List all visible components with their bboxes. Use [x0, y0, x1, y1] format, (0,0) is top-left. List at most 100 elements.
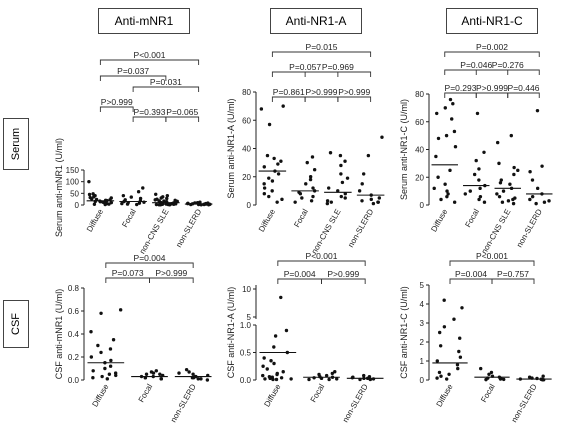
comparison-bracket	[475, 92, 509, 98]
data-point-diffuse	[267, 176, 271, 180]
data-point-focal	[136, 190, 141, 194]
data-point-diffuse	[272, 361, 276, 366]
data-point-focal	[474, 158, 478, 163]
y-tick-label: 0.6	[68, 307, 80, 316]
data-point-diffuse	[272, 156, 276, 161]
data-point-diffuse	[444, 377, 449, 381]
data-point-diffuse	[455, 363, 460, 367]
data-point-diffuse	[446, 192, 450, 196]
data-point-non-slerd	[366, 153, 371, 158]
data-point-non-cns-sle	[343, 159, 347, 163]
data-point-diffuse	[105, 377, 110, 381]
comparison-bracket	[105, 262, 194, 268]
data-point-non-cns-sle	[497, 161, 501, 166]
data-point-focal	[151, 371, 156, 375]
data-point-focal	[478, 186, 482, 191]
data-point-diffuse	[89, 330, 93, 334]
data-point-diffuse	[275, 372, 279, 377]
comparison-bracket	[507, 92, 540, 98]
data-point-non-slerd	[369, 197, 373, 202]
x-category-label-focal: Focal	[309, 382, 327, 404]
data-point-focal	[308, 177, 313, 182]
y-axis-label: CSF anti-NR1-A (U/ml)	[226, 287, 236, 379]
data-point-focal	[134, 202, 139, 207]
data-point-non-cns-sle	[498, 181, 503, 185]
data-point-diffuse	[451, 102, 455, 106]
data-point-diffuse	[268, 376, 272, 381]
data-point-non-slerd	[362, 373, 366, 378]
comparison-bracket	[105, 277, 150, 283]
data-point-focal	[120, 201, 124, 206]
data-point-diffuse	[273, 334, 278, 338]
header-anti-nr1-c: Anti-NR1-C	[446, 8, 538, 34]
data-point-non-slerd	[196, 377, 200, 381]
p-value-label: P>0.999	[338, 87, 370, 97]
chart-csf-anti-mnr1: 0.0 0.2 0.4 0.6 0.8 CSF anti-mNR1 (U/ml) Diffu…	[54, 253, 212, 423]
data-point-focal	[475, 111, 480, 116]
data-point-diffuse	[436, 136, 441, 141]
data-point-diffuse	[262, 356, 266, 360]
data-point-focal	[129, 195, 133, 199]
x-category-label-diffuse: Diffuse	[435, 382, 455, 408]
y-tick-label: 40	[242, 145, 251, 154]
data-point-non-slerd	[360, 182, 364, 186]
data-point-diffuse	[442, 325, 447, 329]
x-category-label-focal: Focal	[292, 207, 310, 229]
data-point-focal	[309, 199, 314, 203]
p-value-label: P=0.004	[284, 269, 316, 279]
data-point-diffuse	[443, 106, 447, 110]
y-tick-label: 0	[247, 201, 252, 210]
x-category-label-non-slerd: non-SLERD	[515, 207, 544, 249]
data-point-non-slerd	[547, 199, 551, 203]
data-point-diffuse	[87, 192, 92, 197]
y-tick-label: 0	[420, 376, 425, 385]
data-point-diffuse	[261, 373, 265, 378]
data-point-non-cns-sle	[154, 202, 159, 207]
data-point-diffuse	[450, 117, 454, 121]
y-axis-label: Serum anti-NR1-A (U/ml)	[226, 98, 236, 198]
x-category-label-focal: Focal	[463, 207, 481, 229]
data-point-diffuse	[91, 369, 95, 373]
data-point-non-slerd	[542, 200, 547, 204]
p-value-label: P=0.446	[508, 83, 540, 93]
data-point-focal	[479, 366, 483, 371]
data-point-focal	[463, 192, 467, 196]
data-point-non-slerd	[177, 371, 181, 375]
data-point-focal	[477, 178, 481, 182]
data-point-focal	[478, 194, 483, 199]
data-point-non-slerd	[535, 186, 540, 191]
data-point-focal	[159, 377, 163, 381]
comparison-bracket	[321, 278, 366, 284]
data-point-non-slerd	[534, 201, 538, 206]
y-tick-label: 80	[242, 88, 251, 97]
data-point-focal	[502, 377, 506, 382]
data-point-diffuse	[262, 186, 267, 190]
data-point-focal	[121, 193, 126, 198]
comparison-bracket	[271, 51, 372, 57]
x-category-label-diffuse: Diffuse	[257, 207, 277, 233]
x-category-label-non-slerd: non-SLERD	[341, 382, 370, 423]
data-point-focal	[141, 186, 145, 190]
data-point-focal	[125, 202, 130, 206]
data-point-diffuse	[89, 355, 94, 359]
y-tick-label: 2	[420, 338, 425, 347]
data-point-non-cns-sle	[495, 140, 500, 145]
p-value-label: P=0.276	[492, 60, 524, 70]
data-point-diffuse	[267, 122, 272, 127]
data-point-non-cns-sle	[501, 189, 506, 193]
data-point-focal	[472, 172, 477, 177]
y-tick-label: 0	[75, 201, 80, 210]
data-point-diffuse	[452, 200, 457, 204]
data-point-focal	[144, 372, 149, 376]
y-axis-label: CSF anti-mNR1 (U/ml)	[54, 289, 64, 380]
data-point-diffuse	[261, 364, 265, 368]
data-point-focal	[324, 373, 329, 378]
chart-serum-anti-nr1-a: 0 20 40 60 80 Serum anti-NR1-A (U/ml) Diffuse F…	[226, 42, 385, 256]
data-point-diffuse	[265, 153, 270, 158]
data-point-diffuse	[108, 347, 113, 351]
data-point-non-slerd	[540, 164, 544, 168]
data-point-non-slerd	[377, 196, 382, 200]
data-point-focal	[333, 370, 337, 374]
